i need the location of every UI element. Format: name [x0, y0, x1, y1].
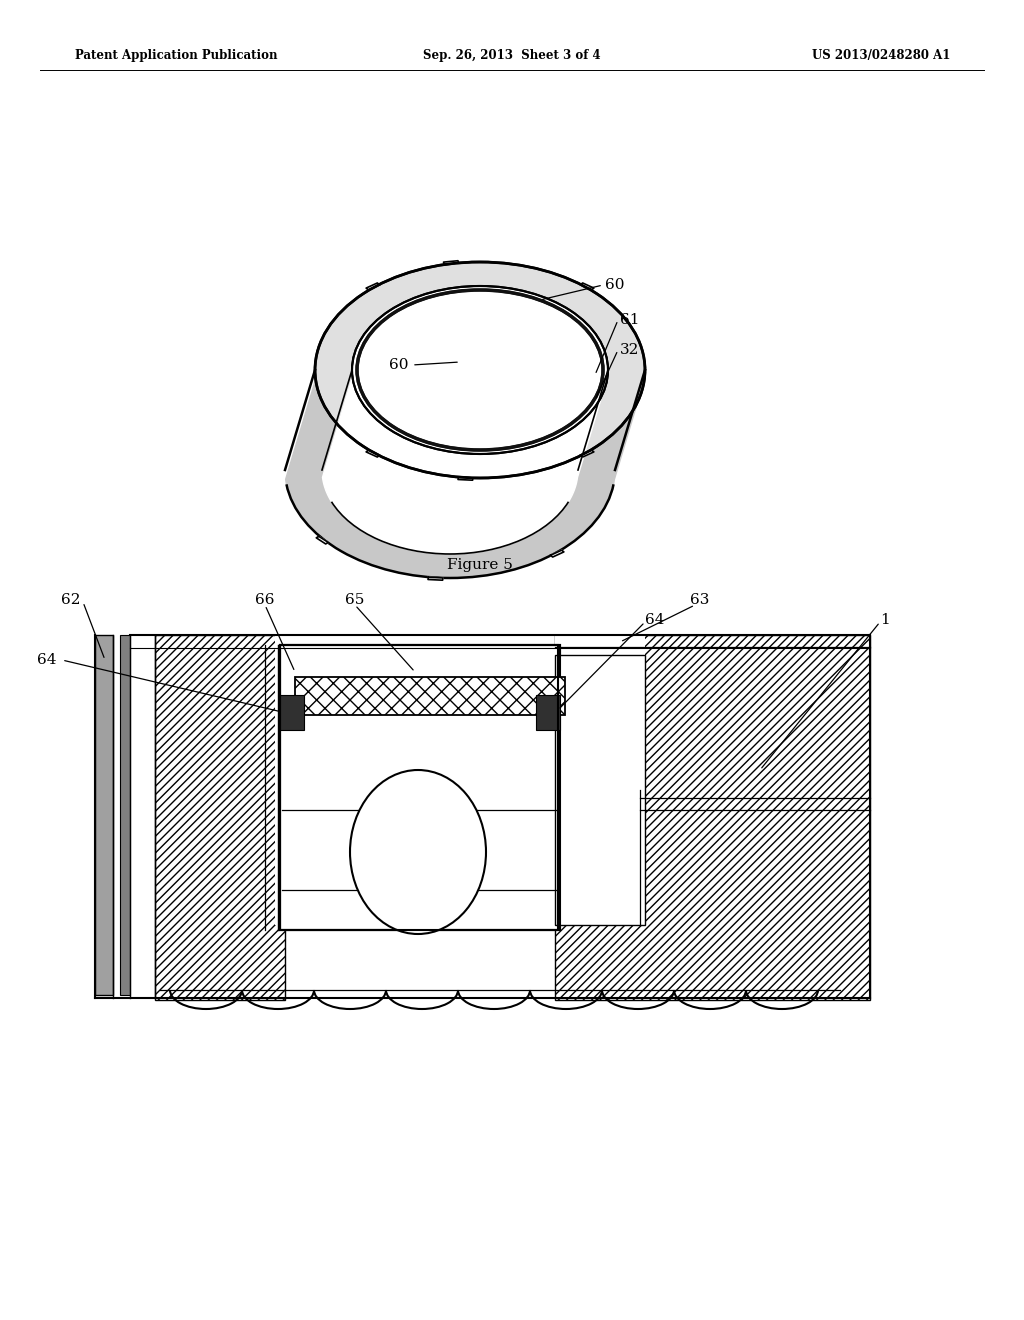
- Polygon shape: [316, 536, 329, 544]
- Bar: [555, 635, 870, 1001]
- Bar: [283, 648, 557, 927]
- Polygon shape: [315, 261, 645, 478]
- Polygon shape: [551, 550, 564, 557]
- Bar: [298, 665, 542, 925]
- Text: 63: 63: [690, 593, 710, 607]
- Bar: [95, 635, 113, 995]
- Text: US 2013/0248280 A1: US 2013/0248280 A1: [812, 49, 950, 62]
- Bar: [555, 635, 645, 925]
- Text: 65: 65: [345, 593, 365, 607]
- Text: 61: 61: [620, 313, 640, 327]
- Text: Figure 5: Figure 5: [447, 558, 513, 572]
- Bar: [536, 696, 560, 730]
- Bar: [280, 645, 558, 931]
- Bar: [555, 655, 645, 925]
- Polygon shape: [443, 261, 459, 264]
- Bar: [275, 635, 290, 925]
- Bar: [280, 696, 304, 730]
- Bar: [280, 645, 560, 931]
- Polygon shape: [367, 450, 380, 457]
- Bar: [155, 635, 285, 1001]
- Text: 64: 64: [645, 612, 665, 627]
- Polygon shape: [458, 478, 473, 480]
- Bar: [295, 677, 565, 715]
- Ellipse shape: [352, 286, 608, 454]
- Text: Patent Application Publication: Patent Application Publication: [75, 49, 278, 62]
- Text: 32: 32: [620, 343, 639, 356]
- Text: 1: 1: [880, 612, 890, 627]
- Polygon shape: [323, 378, 607, 554]
- Polygon shape: [581, 450, 594, 457]
- Polygon shape: [286, 379, 644, 578]
- Text: 60: 60: [605, 279, 625, 292]
- Bar: [120, 635, 130, 995]
- Bar: [280, 645, 560, 931]
- Polygon shape: [367, 282, 380, 290]
- Polygon shape: [428, 577, 443, 581]
- Text: 62: 62: [60, 593, 80, 607]
- Ellipse shape: [350, 770, 486, 935]
- Text: 66: 66: [255, 593, 274, 607]
- Text: 64: 64: [38, 653, 57, 667]
- Text: Sep. 26, 2013  Sheet 3 of 4: Sep. 26, 2013 Sheet 3 of 4: [423, 49, 601, 62]
- Polygon shape: [581, 282, 594, 290]
- Text: 60: 60: [388, 358, 408, 372]
